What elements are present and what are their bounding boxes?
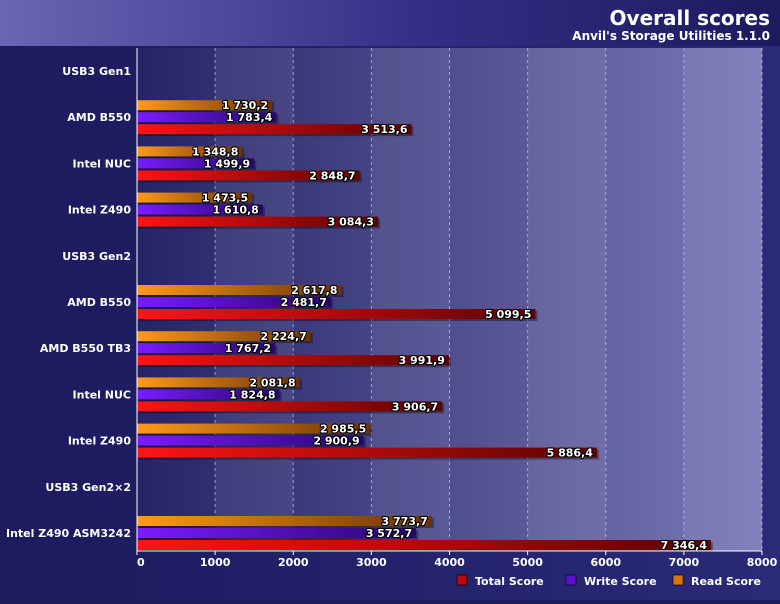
data-label-total: 3 991,9 bbox=[399, 354, 445, 367]
category-label: AMD B550 bbox=[67, 296, 131, 309]
category-label: AMD B550 bbox=[67, 111, 131, 124]
bar-read bbox=[137, 516, 432, 526]
data-label-write: 3 572,7 bbox=[366, 527, 412, 540]
bar-write bbox=[137, 528, 417, 538]
category-label: Intel NUC bbox=[73, 388, 131, 401]
data-label-read: 2 985,5 bbox=[320, 423, 366, 436]
bar-total bbox=[137, 309, 536, 319]
x-tick-label: 0 bbox=[137, 556, 145, 569]
data-label-write: 1 610,8 bbox=[213, 204, 259, 217]
data-label-write: 1 824,8 bbox=[229, 388, 275, 401]
bar-read bbox=[137, 100, 273, 111]
category-label: Intel NUC bbox=[73, 157, 131, 170]
bar-write bbox=[137, 158, 255, 169]
data-label-read: 3 773,7 bbox=[382, 515, 428, 528]
data-label-write: 2 481,7 bbox=[281, 296, 327, 309]
data-label-write: 1 767,2 bbox=[225, 342, 271, 355]
x-tick-label: 8000 bbox=[747, 556, 778, 569]
bars: 1 730,21 783,4 3 513,6 1 348,81 499,9 2 848… bbox=[137, 98, 713, 553]
data-label-total: 3 906,7 bbox=[392, 400, 438, 413]
bar-total bbox=[137, 170, 360, 181]
category-labels: USB3 Gen1 AMD B550 Intel NUC Intel Z490 USB3… bbox=[6, 65, 131, 540]
chart-subtitle: Anvil's Storage Utilities 1.1.0 bbox=[572, 29, 770, 43]
bar-total bbox=[137, 124, 412, 135]
category-label: AMD B550 TB3 bbox=[40, 342, 131, 355]
x-tick-label: 3000 bbox=[356, 556, 387, 569]
bar-total bbox=[137, 447, 597, 458]
legend: Total Score Write Score Read Score bbox=[456, 574, 761, 588]
data-label-read: 1 348,8 bbox=[192, 145, 238, 158]
category-label: Intel Z490 bbox=[68, 204, 132, 217]
bar-total bbox=[137, 401, 443, 412]
legend-label-read: Read Score bbox=[691, 575, 761, 588]
data-label-total: 5 099,5 bbox=[485, 308, 531, 321]
x-tick-label: 6000 bbox=[590, 556, 621, 569]
bar-write bbox=[137, 112, 277, 123]
data-label-total: 7 346,4 bbox=[661, 539, 708, 552]
legend-label-total: Total Score bbox=[475, 575, 544, 588]
plot-band bbox=[683, 48, 762, 551]
bar-read bbox=[137, 285, 342, 295]
bar-write bbox=[137, 204, 263, 215]
data-label-read: 1 730,2 bbox=[222, 99, 268, 112]
category-label: Intel Z490 ASM3242 bbox=[6, 527, 131, 540]
x-axis: 0 1000 2000 3000 4000 5000 6000 7000 8000 bbox=[136, 48, 778, 569]
plot-band bbox=[527, 48, 606, 551]
data-label-read: 2 617,8 bbox=[291, 284, 337, 297]
data-label-write: 2 900,9 bbox=[313, 435, 359, 448]
bar-write bbox=[137, 297, 331, 307]
bar-read bbox=[137, 146, 243, 157]
group-label: USB3 Gen1 bbox=[62, 65, 131, 78]
data-label-read: 2 081,8 bbox=[249, 376, 295, 389]
bar-write bbox=[137, 343, 276, 354]
data-label-total: 3 084,3 bbox=[328, 216, 374, 229]
legend-label-write: Write Score bbox=[584, 575, 657, 588]
bar-write bbox=[137, 435, 364, 446]
bar-read bbox=[137, 192, 253, 203]
category-label: Intel Z490 bbox=[68, 435, 132, 448]
x-tick-label: 1000 bbox=[200, 556, 231, 569]
x-tick-label: 2000 bbox=[278, 556, 309, 569]
data-label-read: 2 224,7 bbox=[261, 330, 307, 343]
data-label-read: 1 473,5 bbox=[202, 192, 248, 205]
bar-total bbox=[137, 355, 449, 366]
x-tick-label: 7000 bbox=[669, 556, 700, 569]
data-label-total: 5 886,4 bbox=[547, 447, 594, 460]
bar-write bbox=[137, 389, 280, 400]
bar-read bbox=[137, 377, 300, 388]
bar-read bbox=[137, 331, 311, 342]
bar-total bbox=[137, 540, 711, 550]
x-tick-label: 5000 bbox=[512, 556, 543, 569]
group-label: USB3 Gen2×2 bbox=[45, 481, 131, 494]
legend-swatch-write bbox=[565, 574, 577, 586]
bar-read bbox=[137, 423, 371, 434]
group-label: USB3 Gen2 bbox=[62, 250, 131, 263]
legend-swatch-read bbox=[672, 574, 684, 586]
chart-title: Overall scores bbox=[610, 6, 770, 30]
data-label-write: 1 783,4 bbox=[226, 111, 273, 124]
bar-total bbox=[137, 216, 378, 227]
data-label-total: 3 513,6 bbox=[361, 123, 408, 136]
data-label-total: 2 848,7 bbox=[309, 169, 355, 182]
legend-swatch-total bbox=[456, 574, 468, 586]
x-tick-label: 4000 bbox=[434, 556, 465, 569]
data-label-write: 1 499,9 bbox=[204, 157, 250, 170]
title-band bbox=[0, 0, 780, 46]
